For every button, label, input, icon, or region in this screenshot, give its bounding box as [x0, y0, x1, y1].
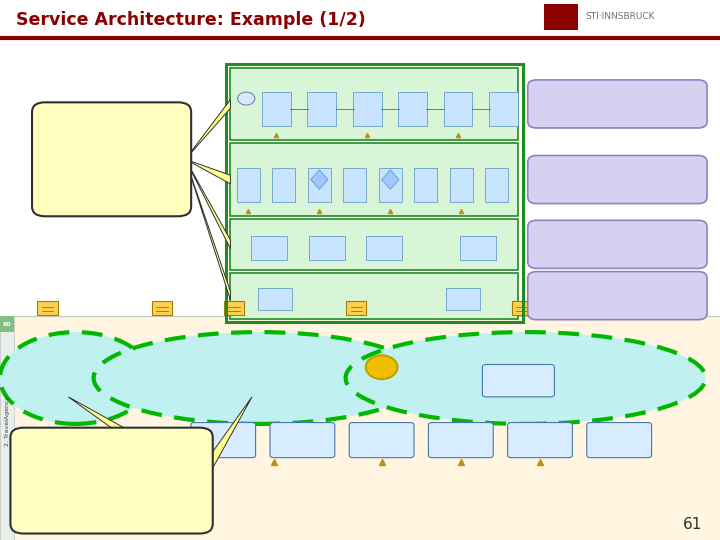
FancyBboxPatch shape	[353, 92, 382, 126]
FancyBboxPatch shape	[485, 168, 508, 202]
FancyBboxPatch shape	[379, 168, 402, 202]
FancyBboxPatch shape	[528, 80, 707, 128]
Text: check_Delivery: check_Delivery	[199, 437, 247, 443]
Polygon shape	[186, 159, 230, 184]
Text: Reserve
Place: Reserve Place	[527, 435, 553, 446]
FancyBboxPatch shape	[152, 301, 172, 315]
Polygon shape	[186, 99, 230, 159]
FancyBboxPatch shape	[528, 272, 707, 320]
FancyBboxPatch shape	[450, 168, 473, 202]
FancyBboxPatch shape	[37, 301, 58, 315]
FancyBboxPatch shape	[11, 428, 213, 534]
Ellipse shape	[0, 332, 151, 424]
FancyBboxPatch shape	[428, 422, 493, 458]
FancyBboxPatch shape	[482, 364, 554, 397]
FancyBboxPatch shape	[512, 301, 532, 315]
FancyBboxPatch shape	[587, 422, 652, 458]
FancyBboxPatch shape	[346, 301, 366, 315]
FancyBboxPatch shape	[0, 316, 14, 332]
FancyBboxPatch shape	[446, 288, 480, 310]
FancyBboxPatch shape	[230, 219, 518, 270]
Circle shape	[238, 92, 255, 105]
FancyBboxPatch shape	[309, 236, 345, 260]
Text: Certify
cate?: Certify cate?	[292, 435, 312, 446]
Text: 61: 61	[683, 517, 702, 532]
FancyBboxPatch shape	[489, 92, 518, 126]
FancyBboxPatch shape	[251, 236, 287, 260]
Polygon shape	[311, 170, 328, 190]
FancyBboxPatch shape	[191, 422, 256, 458]
Text: VisaPaymentCenter: VisaPaymentCenter	[556, 289, 679, 302]
Text: out: out	[614, 437, 624, 443]
Text: Â: Â	[555, 9, 567, 24]
Text: TravelAgency: TravelAgency	[575, 173, 660, 186]
FancyBboxPatch shape	[414, 168, 437, 202]
FancyBboxPatch shape	[237, 168, 260, 202]
FancyBboxPatch shape	[528, 156, 707, 204]
FancyBboxPatch shape	[544, 4, 578, 30]
Text: Client: Client	[599, 97, 636, 111]
FancyBboxPatch shape	[366, 236, 402, 260]
FancyBboxPatch shape	[398, 92, 427, 126]
Polygon shape	[382, 170, 399, 190]
FancyBboxPatch shape	[32, 103, 192, 217]
FancyBboxPatch shape	[508, 422, 572, 458]
Text: 2. TravelAgency: 2. TravelAgency	[5, 396, 9, 447]
Polygon shape	[68, 397, 199, 491]
Text: 60: 60	[3, 321, 12, 327]
FancyBboxPatch shape	[528, 220, 707, 268]
Ellipse shape	[94, 332, 425, 424]
FancyBboxPatch shape	[308, 168, 331, 202]
Text: PartnerAgency: PartnerAgency	[572, 238, 663, 251]
FancyBboxPatch shape	[224, 301, 244, 315]
FancyBboxPatch shape	[0, 316, 720, 540]
Text: STI·INNSBRUCK: STI·INNSBRUCK	[585, 12, 655, 21]
Text: Each Pool can
be mapped to a
Participant: Each Pool can be mapped to a Participant	[57, 138, 166, 181]
Polygon shape	[186, 159, 230, 248]
FancyBboxPatch shape	[272, 168, 295, 202]
FancyBboxPatch shape	[349, 422, 414, 458]
FancyBboxPatch shape	[230, 143, 518, 216]
FancyBboxPatch shape	[460, 236, 496, 260]
FancyBboxPatch shape	[270, 422, 335, 458]
Text: Service Architecture: Example (1/2): Service Architecture: Example (1/2)	[16, 11, 366, 29]
Text: CancelOrder: CancelOrder	[499, 378, 538, 383]
Polygon shape	[199, 397, 252, 491]
Text: Interactions between Pools
are categorised as Service
Contracts: Interactions between Pools are categoris…	[27, 464, 197, 497]
Text: $: $	[378, 362, 385, 372]
FancyBboxPatch shape	[343, 168, 366, 202]
FancyBboxPatch shape	[307, 92, 336, 126]
Polygon shape	[186, 159, 230, 300]
FancyBboxPatch shape	[258, 288, 292, 310]
FancyBboxPatch shape	[230, 273, 518, 319]
FancyBboxPatch shape	[0, 316, 14, 540]
FancyBboxPatch shape	[444, 92, 472, 126]
Text: CheckAv
ailability: CheckAv ailability	[368, 435, 395, 446]
FancyBboxPatch shape	[230, 68, 518, 140]
Ellipse shape	[346, 332, 706, 424]
Circle shape	[366, 355, 397, 379]
FancyBboxPatch shape	[262, 92, 291, 126]
Text: Placenv
stable: Placenv stable	[449, 435, 473, 446]
